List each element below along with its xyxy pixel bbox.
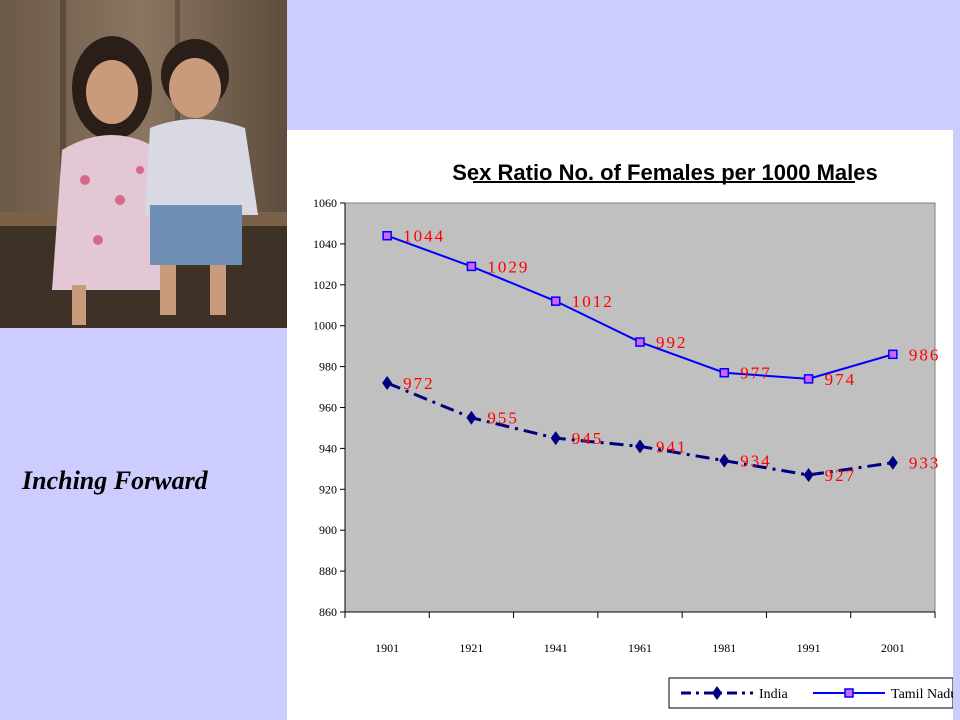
x-tick-label: 1941 [544,641,568,655]
data-point [803,374,814,384]
legend: India Tamil Nadu [668,677,953,709]
data-label: 955 [487,409,519,428]
plot-area [344,202,936,613]
y-tick-label: 960 [319,401,337,415]
y-tick-label: 940 [319,441,337,455]
data-point [719,453,730,468]
chart-title: Sex Ratio No. of Females per 1000 Males [452,160,878,185]
data-label: 941 [656,437,688,456]
data-point [550,431,561,446]
children-photo [0,0,287,328]
x-tick-label: 2001 [881,641,905,655]
data-point [550,296,561,306]
y-tick-label: 880 [319,564,337,578]
y-tick-label: 1040 [313,237,337,251]
data-label: 974 [825,370,857,389]
data-label: 1012 [572,292,614,311]
slide-caption: Inching Forward [22,466,208,495]
sex-ratio-chart: Sex Ratio No. of Females per 1000 Males … [313,160,953,709]
legend-entry: India [759,687,789,702]
data-label: 977 [740,364,772,383]
data-label: 986 [909,345,941,364]
data-label: 972 [403,374,435,393]
data-label: 992 [656,333,688,352]
children-photo-illustration [0,0,287,328]
chart-panel: Sex Ratio No. of Females per 1000 Males … [287,130,953,720]
x-tick-label: 1961 [628,641,652,655]
axes: 860 880 900 920 940 960 980 1000 1020 1040 1060 190… [313,196,936,655]
legend-entry: Tamil Nadu [891,687,953,702]
y-tick-label: 900 [319,523,337,537]
data-point [382,375,393,390]
data-point [635,337,645,347]
x-tick-label: 1901 [375,641,399,655]
data-label: 1044 [403,227,445,246]
y-tick-label: 1020 [313,278,337,292]
data-labels: 972 955 945 941 934 927 933 1044 1029 1012 992 977 9… [403,227,941,485]
data-label: 927 [825,466,857,485]
data-point [887,455,898,470]
data-label: 945 [572,429,604,448]
data-label: 1029 [487,257,529,276]
y-tick-label: 1060 [313,196,337,210]
legend-swatch-marker [712,686,722,700]
y-tick-label: 860 [319,605,337,619]
data-point [466,410,477,425]
data-label: 933 [909,454,941,473]
data-point [382,230,392,241]
legend-swatch-marker [844,688,854,698]
data-point [803,467,814,482]
x-tick-label: 1991 [797,641,821,655]
data-label: 934 [740,452,772,471]
data-point [635,439,645,454]
y-tick-label: 920 [319,482,337,496]
y-tick-label: 1000 [313,319,337,333]
series-layer [382,230,898,482]
data-point [719,367,730,378]
data-point [888,349,898,360]
x-tick-label: 1921 [459,641,483,655]
x-tick-label: 1981 [712,641,736,655]
y-tick-label: 980 [319,360,337,374]
data-point [466,261,477,272]
